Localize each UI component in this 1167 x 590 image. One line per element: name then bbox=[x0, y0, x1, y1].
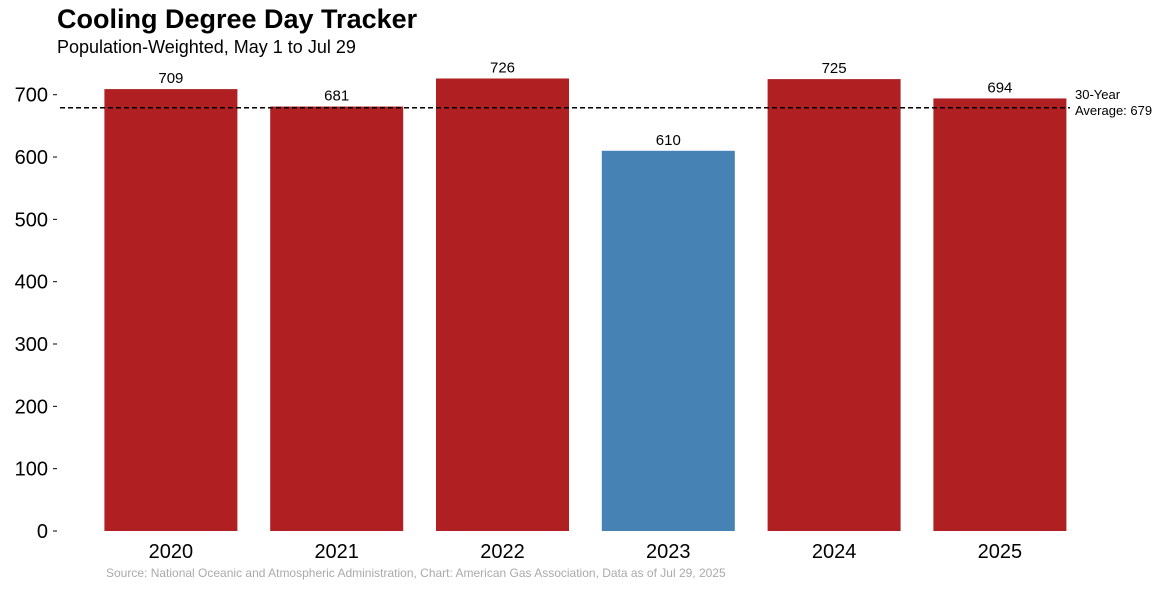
bar-2024 bbox=[767, 79, 901, 531]
bar-2022 bbox=[436, 78, 569, 531]
bar-value-label: 694 bbox=[987, 79, 1012, 96]
y-tick-label: 700 bbox=[15, 85, 48, 107]
y-tick-label: 400 bbox=[15, 272, 48, 294]
bar-2023 bbox=[601, 150, 735, 531]
x-tick-label: 2020 bbox=[149, 541, 194, 563]
bar-labels: 709 681 726 610 725 694 bbox=[158, 59, 1012, 148]
bar-value-label: 725 bbox=[822, 60, 847, 77]
x-tick-label: 2024 bbox=[812, 541, 857, 563]
x-tick-label: 2022 bbox=[480, 541, 525, 563]
y-tick-label: 200 bbox=[15, 396, 48, 418]
x-tick-label: 2021 bbox=[314, 541, 359, 563]
bar-2021 bbox=[270, 106, 404, 531]
reference-line-label-line2: Average: 679 bbox=[1075, 103, 1152, 118]
bar-2025 bbox=[933, 98, 1067, 531]
source-note: Source: National Oceanic and Atmospheric… bbox=[106, 566, 726, 580]
reference-line-group: 30-Year Average: 679 bbox=[60, 87, 1152, 118]
bar-value-label: 726 bbox=[490, 59, 515, 76]
x-axis: 2020 2021 2022 2023 2024 2025 bbox=[149, 541, 1023, 563]
x-tick-label: 2025 bbox=[978, 541, 1023, 563]
bar-value-label: 681 bbox=[324, 88, 349, 105]
bar-2020 bbox=[104, 89, 238, 531]
reference-line-label-line1: 30-Year bbox=[1075, 87, 1121, 102]
y-axis: 0 100 200 300 400 500 600 700 bbox=[15, 85, 57, 543]
x-tick-label: 2023 bbox=[646, 541, 691, 563]
y-tick-label: 300 bbox=[15, 334, 48, 356]
y-tick-label: 0 bbox=[37, 521, 48, 543]
chart-subtitle: Population-Weighted, May 1 to Jul 29 bbox=[57, 37, 356, 57]
bars bbox=[104, 78, 1067, 531]
y-tick-label: 500 bbox=[15, 209, 48, 231]
bar-value-label: 709 bbox=[158, 70, 183, 87]
y-tick-label: 100 bbox=[15, 459, 48, 481]
bar-value-label: 610 bbox=[656, 132, 681, 149]
y-tick-label: 600 bbox=[15, 147, 48, 169]
chart-title: Cooling Degree Day Tracker bbox=[57, 4, 418, 34]
